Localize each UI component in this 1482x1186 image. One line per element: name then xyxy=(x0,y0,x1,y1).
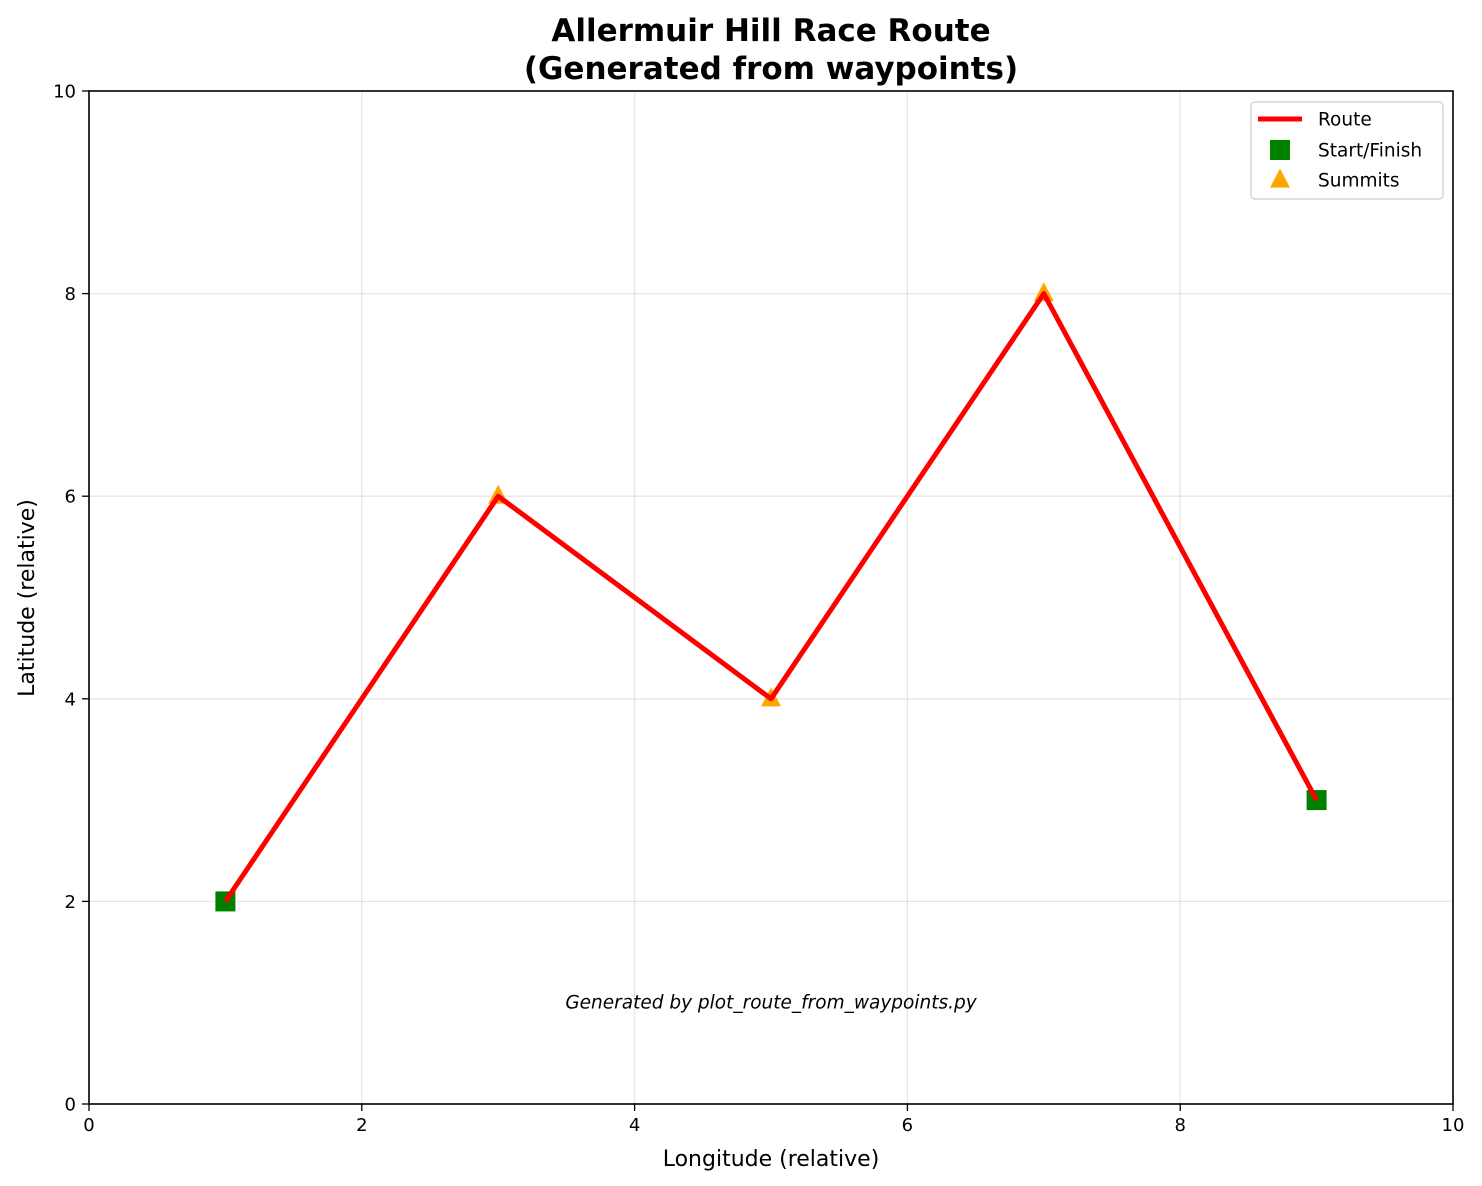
x-tick-label: 2 xyxy=(356,1115,367,1136)
chart-annotation: Generated by plot_route_from_waypoints.p… xyxy=(565,993,977,1014)
legend-label: Route xyxy=(1318,110,1372,131)
plot-frame xyxy=(88,90,1454,1105)
legend-entry: Route xyxy=(1258,110,1372,131)
chart-legend: Route Start/Finish Summits xyxy=(1250,101,1444,200)
y-tick-label: 2 xyxy=(65,892,76,913)
legend-square-swatch xyxy=(1270,140,1290,160)
plot-series xyxy=(215,282,1327,912)
x-axis-label: Longitude (relative) xyxy=(663,1147,880,1172)
route-line xyxy=(223,291,1319,903)
x-tick-label: 4 xyxy=(629,1115,640,1136)
legend-entry: Summits xyxy=(1270,168,1400,192)
legend-label: Summits xyxy=(1318,171,1400,192)
y-axis-label: Latitude (relative) xyxy=(15,499,40,697)
legend-label: Start/Finish xyxy=(1318,141,1422,162)
legend-entry: Start/Finish xyxy=(1270,140,1422,162)
y-tick-label: 8 xyxy=(65,284,76,305)
legend-triangle-swatch xyxy=(1270,168,1290,188)
y-tick-label: 4 xyxy=(65,689,76,710)
y-tick-label: 0 xyxy=(65,1095,76,1116)
y-tick-label: 6 xyxy=(65,487,76,508)
x-tick-label: 8 xyxy=(1174,1115,1185,1136)
legend-frame xyxy=(1250,101,1444,200)
x-tick-label: 10 xyxy=(1442,1115,1465,1136)
y-tick-label: 10 xyxy=(53,82,76,103)
chart-title-line-1: Allermuir Hill Race Route xyxy=(551,13,990,49)
axis-ticks: 0 2 4 6 8 10 0 2 4 6 8 10 xyxy=(53,82,1464,1137)
chart-title-line-2: (Generated from waypoints) xyxy=(524,51,1018,87)
x-tick-label: 0 xyxy=(83,1115,94,1136)
x-tick-label: 6 xyxy=(902,1115,913,1136)
